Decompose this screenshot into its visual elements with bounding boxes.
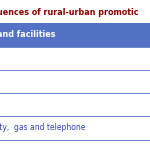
Text: ity,  gas and telephone: ity, gas and telephone	[0, 123, 85, 132]
Bar	[0, 70, 150, 93]
Bar	[0, 116, 150, 140]
Bar	[0, 22, 150, 46]
Bar	[0, 93, 150, 116]
Text: and facilities: and facilities	[0, 30, 56, 39]
Bar	[0, 46, 150, 70]
Text: uences of rural-urban promotic: uences of rural-urban promotic	[0, 8, 138, 17]
